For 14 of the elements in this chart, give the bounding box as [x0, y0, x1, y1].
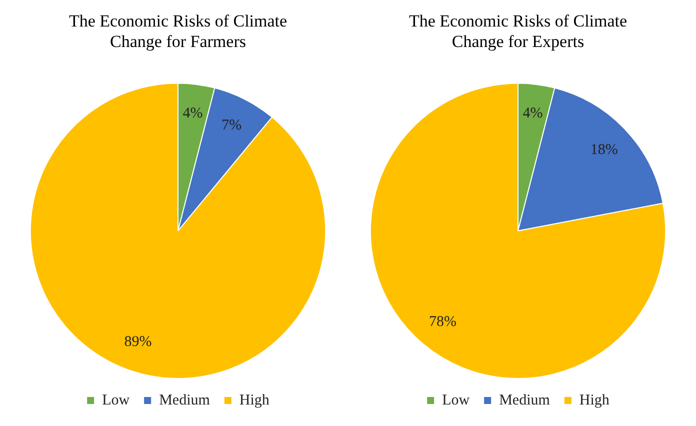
- chart-title: The Economic Risks of Climate Change for Experts: [408, 12, 628, 52]
- data-label: 4%: [182, 106, 203, 122]
- legend-label: Low: [442, 392, 470, 408]
- data-label: 89%: [124, 334, 152, 350]
- data-label: 18%: [590, 142, 618, 158]
- legend-label: Medium: [159, 392, 210, 408]
- chart-title: The Economic Risks of Climate Change for Farmers: [68, 12, 288, 52]
- data-label: 7%: [222, 118, 242, 134]
- legend-label: High: [579, 392, 610, 408]
- legend-label: Low: [102, 392, 130, 408]
- legend-label: Medium: [499, 392, 550, 408]
- data-label: 78%: [428, 314, 456, 330]
- data-label: 4%: [522, 106, 543, 122]
- legend-label: High: [239, 392, 270, 408]
